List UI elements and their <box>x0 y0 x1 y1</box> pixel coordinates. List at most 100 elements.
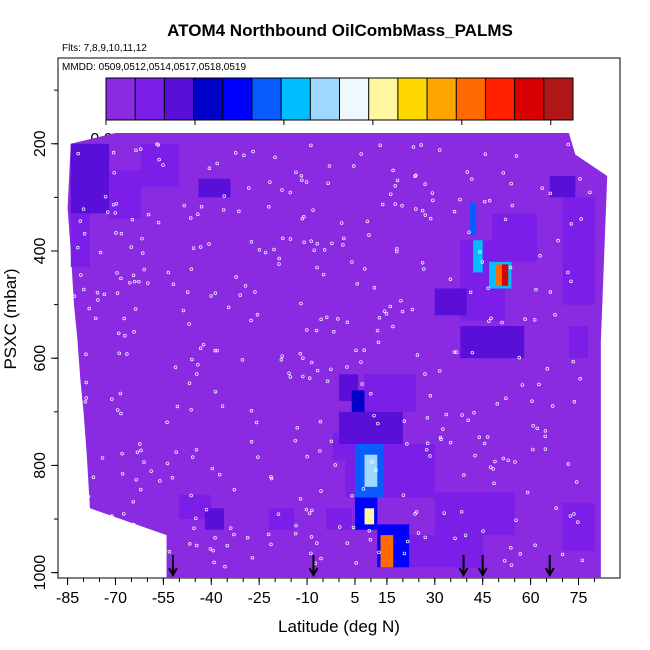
sample-point <box>298 351 303 356</box>
colorbar-swatch <box>397 78 428 120</box>
sample-point <box>319 556 323 561</box>
sample-point <box>211 548 215 553</box>
sample-point <box>128 280 132 285</box>
heatmap-cell <box>434 492 515 536</box>
sample-point <box>322 248 327 252</box>
sample-point <box>251 149 255 154</box>
sample-point <box>189 407 193 412</box>
sample-point <box>199 205 204 209</box>
sample-point <box>402 551 407 556</box>
sample-point <box>548 290 553 294</box>
sample-point <box>540 186 544 190</box>
heatmap-cell <box>268 508 295 530</box>
sample-point <box>578 377 582 381</box>
sample-point <box>161 163 165 167</box>
sample-point <box>425 441 430 446</box>
sample-point <box>81 287 86 292</box>
colorbar-swatch <box>514 78 545 120</box>
sample-point <box>120 451 124 456</box>
sample-point <box>139 147 143 151</box>
colorbar-frame <box>105 77 574 121</box>
sample-point <box>437 369 442 373</box>
sample-point <box>272 247 276 252</box>
sample-point <box>312 248 316 252</box>
sample-point <box>423 372 427 376</box>
sample-point <box>118 391 123 396</box>
sample-point <box>304 180 309 184</box>
sample-point <box>187 381 192 386</box>
sample-point <box>189 267 194 271</box>
sample-point <box>388 304 393 309</box>
sample-point <box>174 450 179 454</box>
sample-point <box>175 404 180 409</box>
sample-point <box>566 462 571 466</box>
sample-point <box>301 374 305 379</box>
sample-point <box>439 437 443 442</box>
x-tick-label: 30 <box>426 590 444 607</box>
sample-point <box>213 348 217 353</box>
colorbar-swatch <box>164 78 195 120</box>
colorbar-swatch <box>106 78 136 120</box>
sample-point <box>425 415 430 420</box>
sample-point <box>430 191 435 195</box>
sample-point <box>238 293 243 297</box>
sample-point <box>269 542 273 547</box>
sample-point <box>361 487 366 491</box>
sample-point <box>509 546 513 550</box>
sample-point <box>473 453 477 458</box>
sample-point <box>225 543 229 548</box>
sample-point <box>531 423 535 428</box>
sample-point <box>254 420 259 425</box>
sample-point <box>414 207 418 211</box>
sample-point <box>488 465 493 469</box>
sample-point <box>574 480 579 484</box>
sample-point <box>481 529 485 533</box>
sample-point <box>100 516 104 520</box>
sample-point <box>280 354 284 358</box>
sample-point <box>268 180 272 184</box>
sample-point <box>171 282 176 287</box>
sample-point <box>256 455 260 459</box>
sample-point <box>506 458 510 462</box>
sample-points <box>69 142 592 569</box>
sample-point <box>428 393 433 398</box>
sample-point <box>368 538 373 542</box>
sample-point <box>501 171 506 175</box>
sample-point <box>438 435 443 440</box>
sample-point <box>78 219 83 223</box>
sample-point <box>299 173 304 178</box>
sample-point <box>309 143 313 148</box>
sample-point <box>137 279 141 284</box>
sample-point <box>420 260 425 265</box>
sample-point <box>378 143 383 147</box>
sample-point <box>139 448 143 453</box>
sample-point <box>113 211 118 215</box>
sample-point <box>380 202 385 207</box>
colorbar-swatch <box>485 78 516 120</box>
sample-point <box>495 402 500 406</box>
sample-point <box>293 531 298 536</box>
sample-point <box>305 328 309 332</box>
sample-point <box>190 455 195 459</box>
sample-point <box>513 460 517 464</box>
sample-point <box>100 456 105 460</box>
sample-point <box>550 404 555 408</box>
profile-markers <box>168 555 555 578</box>
sample-point <box>245 536 250 540</box>
sample-point <box>453 536 457 541</box>
sample-point <box>470 177 474 181</box>
sample-point <box>319 317 323 322</box>
sample-point <box>441 427 445 431</box>
sample-point <box>190 357 194 362</box>
y-tick-label: 600 <box>32 345 49 372</box>
sample-point <box>478 250 482 254</box>
sample-point <box>249 318 253 323</box>
sample-point <box>302 240 306 245</box>
sample-point <box>198 346 203 351</box>
sample-point <box>207 242 211 246</box>
sample-point <box>391 324 395 329</box>
sample-point <box>566 142 571 147</box>
sample-point <box>299 301 303 306</box>
sample-point <box>465 170 470 174</box>
sample-point <box>114 231 118 235</box>
